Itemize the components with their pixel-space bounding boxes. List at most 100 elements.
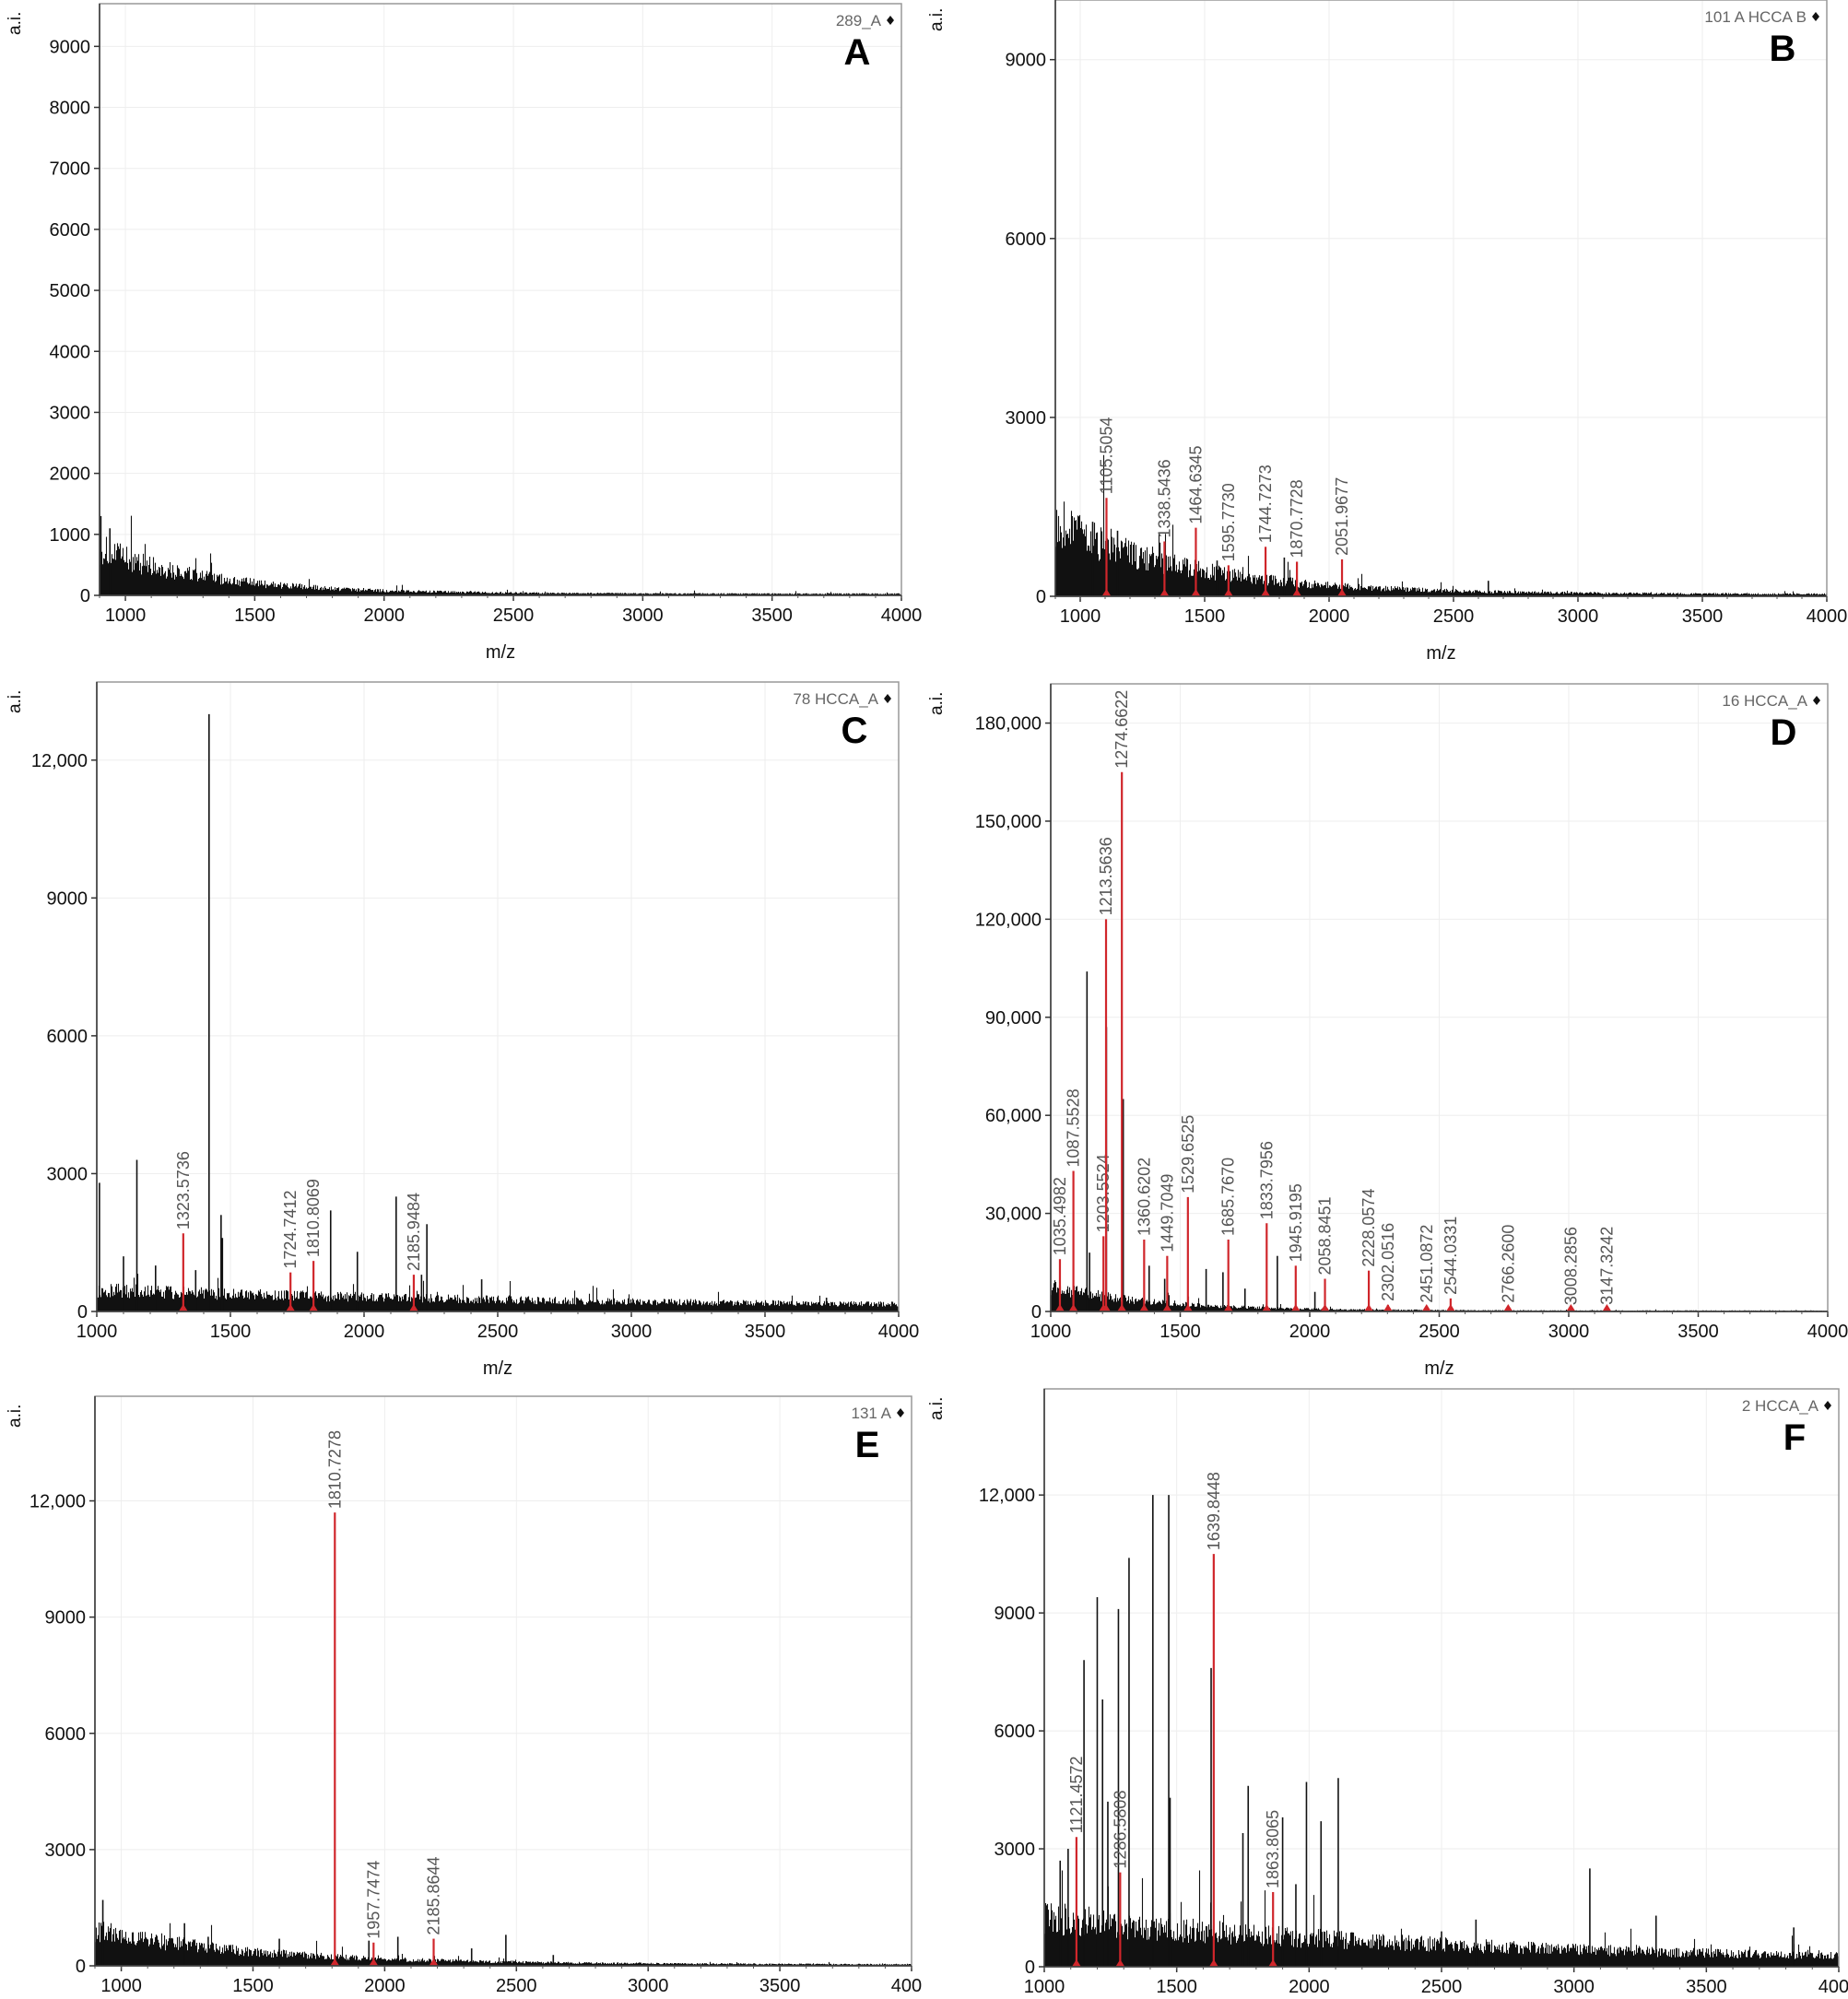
y-tick-label: 12,000 (29, 1492, 86, 1512)
spectrum-panel-f: 1121.4572 1286.5808 1639.8448 1863.8065 1000… (922, 1382, 1848, 1997)
x-tick-label: 2500 (496, 1976, 537, 1994)
legend-marker-icon (897, 1408, 904, 1417)
y-tick-label: 7000 (50, 159, 91, 180)
x-tick-label: 4000 (891, 1976, 922, 1994)
y-tick-label: 9000 (50, 37, 91, 57)
x-tick-label: 2000 (1289, 1322, 1331, 1342)
x-tick-label: 2000 (1309, 606, 1350, 627)
peak-label: 1035.4982 (1051, 1177, 1069, 1255)
x-tick-label: 1000 (105, 606, 147, 626)
spectrum-trace (99, 515, 902, 595)
peak-label: 1810.8069 (304, 1179, 323, 1257)
y-tick-label: 4000 (50, 342, 91, 362)
legend-label: 16 HCCA_A (1722, 692, 1807, 710)
y-tick-label: 150,000 (975, 812, 1042, 832)
plot-frame (94, 1395, 912, 1967)
x-tick-label: 2500 (1421, 1977, 1463, 1994)
y-tick-label: 3000 (1006, 408, 1047, 429)
peak-label: 1724.7412 (281, 1191, 300, 1269)
peak-label: 2185.8644 (425, 1856, 443, 1934)
y-tick-label: 6000 (995, 1722, 1036, 1742)
y-tick-label: 5000 (50, 281, 91, 301)
peak-label: 1595.7730 (1219, 483, 1238, 561)
legend-label: 289_A (836, 12, 882, 29)
x-tick-label: 3000 (1558, 606, 1599, 627)
y-tick-label: 9000 (45, 1608, 87, 1629)
peak-label: 1639.8448 (1205, 1472, 1223, 1550)
grid (96, 682, 900, 1312)
x-tick-label: 2000 (344, 1322, 385, 1342)
x-tick-label: 2500 (493, 606, 535, 626)
peak-label: 2051.9677 (1333, 477, 1351, 556)
spectrum-trace (94, 1922, 912, 1966)
x-tick-label: 4000 (1807, 1322, 1848, 1342)
panel-letter: F (1783, 1417, 1806, 1458)
y-tick-label: 30,000 (985, 1205, 1042, 1225)
x-tick-label: 4000 (1819, 1977, 1848, 1994)
y-tick-label: 3000 (45, 1840, 87, 1861)
legend-marker-icon (1824, 1401, 1831, 1410)
legend-label: 131 A (852, 1405, 892, 1422)
y-tick-label: 0 (1031, 1302, 1042, 1323)
x-tick-label: 2000 (1289, 1977, 1330, 1994)
legend-marker-icon (884, 694, 891, 703)
spectrum-panel-a: 1000 1500 2000 2500 3000 3500 4000 0 1000 2000 300… (0, 0, 922, 664)
x-tick-label: 3000 (611, 1322, 653, 1342)
peak-label: 3008.2856 (1561, 1227, 1580, 1305)
peak-label: 1360.6202 (1135, 1158, 1153, 1236)
peak-label: 1213.5636 (1097, 837, 1115, 915)
x-tick-label: 1500 (1159, 1322, 1201, 1342)
peak-label: 2185.9484 (405, 1193, 423, 1271)
legend-marker-icon (1813, 696, 1820, 705)
peak-label: 1464.6345 (1186, 446, 1205, 524)
peak-label: 1274.6622 (1112, 690, 1131, 769)
x-tick-label: 3000 (1553, 1977, 1595, 1994)
x-tick-label: 3500 (1686, 1977, 1727, 1994)
peak-label: 1870.7728 (1288, 479, 1306, 558)
y-axis: 0 30,000 60,000 90,000 120,000 150,000 180,000 (975, 714, 1051, 1323)
x-tick-label: 3500 (745, 1322, 786, 1342)
panel-letter: B (1770, 29, 1796, 69)
y-axis-title: a.i. (927, 1397, 947, 1420)
panel-letter: A (844, 32, 871, 73)
peak-label: 1087.5528 (1065, 1088, 1083, 1167)
y-tick-label: 0 (1025, 1958, 1035, 1978)
x-axis: 1000 1500 2000 2500 3000 3500 4000 (1024, 1967, 1848, 1997)
x-tick-label: 1000 (77, 1322, 118, 1342)
x-tick-label: 2500 (1433, 606, 1475, 627)
y-axis: 0 3000 6000 9000 12,000 (979, 1486, 1044, 1978)
y-axis-title: a.i. (927, 692, 947, 715)
x-tick-label: 2500 (1418, 1322, 1460, 1342)
x-axis-title: m/z (483, 1358, 512, 1379)
x-tick-label: 4000 (881, 606, 922, 626)
peak-label: 1121.4572 (1067, 1756, 1086, 1833)
x-tick-label: 1000 (1060, 606, 1101, 627)
y-tick-label: 6000 (47, 1027, 88, 1047)
x-tick-label: 2000 (363, 606, 405, 626)
y-tick-label: 12,000 (979, 1486, 1035, 1506)
peak-label: 1685.7670 (1219, 1158, 1238, 1236)
peak-label: 1105.5054 (1097, 417, 1115, 494)
y-tick-label: 9000 (1006, 51, 1047, 71)
legend-label: 78 HCCA_A (793, 690, 878, 708)
panel-letter: C (842, 711, 868, 751)
x-tick-label: 1000 (1030, 1322, 1072, 1342)
x-axis: 1000 1500 2000 2500 3000 3500 4000 (94, 1966, 932, 1996)
x-tick-label: 3000 (622, 606, 664, 626)
peak-label: 1203.5524 (1094, 1154, 1112, 1232)
y-tick-label: 12,000 (31, 751, 88, 771)
x-axis-title: m/z (486, 642, 515, 663)
y-tick-label: 1000 (50, 525, 91, 546)
y-axis: 0 3000 6000 9000 12,000 (29, 1492, 95, 1977)
peak-label: 2451.0872 (1418, 1225, 1436, 1303)
spectrum-panel-c: 1323.5736 1724.7412 1810.8069 2185.9484 1000… (0, 673, 922, 1382)
peak-label: 1338.5436 (1155, 459, 1173, 537)
peak-label: 2544.0331 (1442, 1217, 1460, 1295)
peak-label: 3147.3242 (1597, 1227, 1616, 1305)
x-tick-label: 3500 (759, 1976, 801, 1994)
x-tick-label: 1500 (234, 606, 276, 626)
x-axis: 1000 1500 2000 2500 3000 3500 4000 (99, 595, 922, 626)
y-axis: 0 1000 2000 3000 4000 5000 6000 7000 8000 9000 (50, 37, 100, 606)
x-tick-label: 2000 (364, 1976, 406, 1994)
peak-label: 1863.8065 (1264, 1810, 1282, 1888)
